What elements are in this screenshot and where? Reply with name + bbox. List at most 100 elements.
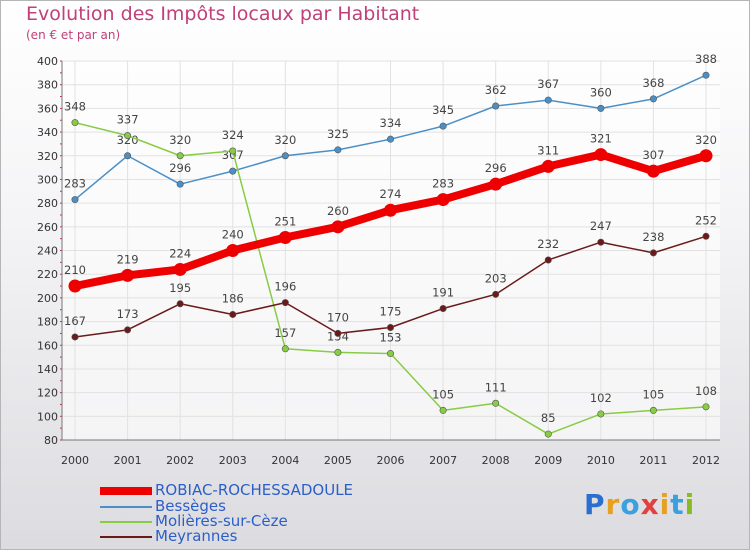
y-tick-label: 180 xyxy=(37,316,58,329)
data-label: 191 xyxy=(432,286,454,300)
legend-label: Bessèges xyxy=(155,497,226,515)
y-tick-label: 80 xyxy=(44,434,58,447)
data-label: 283 xyxy=(64,177,86,191)
y-tick-label: 260 xyxy=(37,221,58,234)
y-tick-label: 360 xyxy=(37,102,58,115)
data-point xyxy=(439,122,447,130)
legend-label: ROBIAC-ROCHESSADOULE xyxy=(155,481,354,499)
logo-letter: o xyxy=(620,488,641,521)
data-point xyxy=(176,152,184,160)
x-tick-label: 2001 xyxy=(114,454,142,467)
data-label: 195 xyxy=(169,281,191,295)
data-point xyxy=(384,203,397,217)
data-point xyxy=(439,305,447,313)
data-point xyxy=(173,262,187,276)
data-point xyxy=(699,149,713,163)
data-point xyxy=(492,290,500,298)
data-point xyxy=(229,310,237,318)
data-point xyxy=(124,152,132,160)
data-label: 311 xyxy=(537,143,559,157)
data-label: 251 xyxy=(274,214,296,228)
data-point xyxy=(176,180,184,188)
logo-letter: i xyxy=(684,488,696,521)
y-tick-label: 140 xyxy=(37,363,58,376)
data-point xyxy=(439,406,447,414)
data-point xyxy=(281,345,289,353)
data-label: 203 xyxy=(485,271,507,285)
data-point xyxy=(229,147,237,155)
data-label: 247 xyxy=(590,219,612,233)
data-label: 368 xyxy=(642,76,664,90)
data-point xyxy=(702,403,710,411)
data-point xyxy=(544,256,552,264)
data-point xyxy=(597,410,605,418)
data-label: 170 xyxy=(327,310,349,324)
data-label: 196 xyxy=(274,280,296,294)
x-tick-label: 2007 xyxy=(429,454,457,467)
data-point xyxy=(278,230,292,244)
y-tick-label: 300 xyxy=(37,173,58,186)
y-tick-label: 320 xyxy=(37,150,58,163)
data-label: 252 xyxy=(695,213,717,227)
data-point xyxy=(68,279,82,293)
y-tick-label: 340 xyxy=(37,126,58,139)
data-label: 238 xyxy=(642,230,664,244)
y-tick-label: 280 xyxy=(37,197,58,210)
data-label: 362 xyxy=(485,83,507,97)
legend-label: Molières-sur-Cèze xyxy=(155,512,288,530)
data-label: 324 xyxy=(222,128,244,142)
data-label: 175 xyxy=(380,304,402,318)
x-tick-label: 2003 xyxy=(219,454,247,467)
data-point xyxy=(544,96,552,104)
data-point xyxy=(281,152,289,160)
chart-subtitle: (en € et par an) xyxy=(26,28,121,42)
y-tick-label: 220 xyxy=(37,268,58,281)
data-point xyxy=(334,348,342,356)
x-tick-label: 2011 xyxy=(639,454,667,467)
data-label: 320 xyxy=(274,133,296,147)
data-label: 388 xyxy=(695,52,717,66)
y-tick-label: 240 xyxy=(37,245,58,258)
data-point xyxy=(229,167,237,175)
x-tick-label: 2005 xyxy=(324,454,352,467)
data-label: 219 xyxy=(117,252,139,266)
data-label: 296 xyxy=(485,161,507,175)
data-label: 108 xyxy=(695,384,717,398)
data-label: 345 xyxy=(432,103,454,117)
proxiti-logo: Proxiti xyxy=(584,488,695,521)
data-label: 367 xyxy=(537,77,559,91)
x-tick-label: 2004 xyxy=(271,454,299,467)
data-point xyxy=(649,249,657,257)
x-tick-label: 2008 xyxy=(482,454,510,467)
data-label: 210 xyxy=(64,263,86,277)
data-label: 320 xyxy=(169,133,191,147)
data-point xyxy=(121,268,135,282)
data-label: 173 xyxy=(117,307,139,321)
data-point xyxy=(541,159,555,173)
data-label: 105 xyxy=(642,387,664,401)
data-label: 85 xyxy=(541,411,556,425)
data-label: 240 xyxy=(222,228,244,242)
data-point xyxy=(331,220,345,234)
data-point xyxy=(702,71,710,79)
data-point xyxy=(702,232,710,240)
x-tick-label: 2006 xyxy=(377,454,405,467)
data-label: 320 xyxy=(117,133,139,147)
data-label: 348 xyxy=(64,100,86,114)
data-label: 111 xyxy=(485,380,507,394)
y-tick-label: 120 xyxy=(37,387,58,400)
x-tick-label: 2002 xyxy=(166,454,194,467)
data-point xyxy=(492,399,500,407)
data-point xyxy=(71,119,79,127)
data-point xyxy=(176,300,184,308)
data-label: 321 xyxy=(590,132,612,146)
data-point xyxy=(226,244,240,257)
data-label: 153 xyxy=(380,331,402,345)
data-point xyxy=(597,238,605,246)
data-label: 325 xyxy=(327,127,349,141)
data-label: 296 xyxy=(169,161,191,175)
data-point xyxy=(71,196,79,204)
data-point xyxy=(386,135,394,143)
data-point xyxy=(649,95,657,103)
data-point xyxy=(544,430,552,438)
